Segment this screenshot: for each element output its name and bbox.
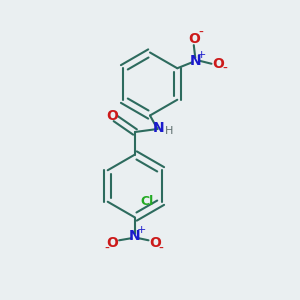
Text: N: N (129, 229, 141, 243)
Text: N: N (190, 54, 202, 68)
Text: -: - (222, 62, 227, 76)
Text: O: O (188, 32, 200, 46)
Text: O: O (213, 57, 225, 71)
Text: +: + (137, 225, 146, 236)
Text: -: - (198, 26, 203, 40)
Text: -: - (104, 242, 109, 256)
Text: O: O (106, 236, 118, 250)
Text: H: H (165, 126, 173, 136)
Text: O: O (149, 236, 161, 250)
Text: -: - (158, 242, 163, 256)
Text: N: N (152, 122, 164, 135)
Text: O: O (106, 109, 119, 122)
Text: Cl: Cl (140, 195, 153, 208)
Text: +: + (197, 50, 207, 60)
